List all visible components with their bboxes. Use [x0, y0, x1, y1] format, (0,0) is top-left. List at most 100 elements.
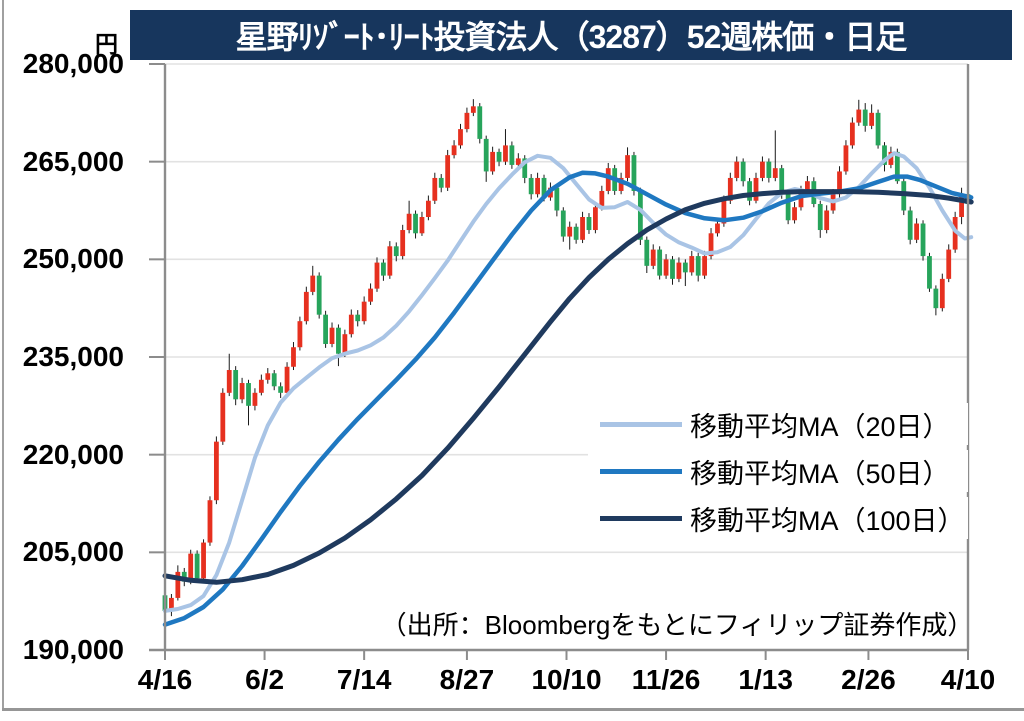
candle-body: [715, 223, 720, 234]
legend-item-ma100: 移動平均MA（100日）: [588, 497, 968, 539]
candle-body: [631, 155, 637, 191]
candle-body: [451, 145, 457, 156]
candle-body: [939, 278, 945, 309]
candle-body: [374, 262, 380, 289]
candle-body: [721, 200, 727, 224]
candle-body: [381, 262, 386, 276]
x-axis-label: 4/16: [137, 664, 193, 695]
candle-body: [727, 177, 733, 201]
chart-title-bar: 星野ﾘｿﾞｰﾄ･ﾘｰﾄ投資法人（3287）52週株価・日足: [130, 10, 1012, 60]
candle-body: [888, 151, 894, 165]
candle-body: [952, 217, 958, 250]
candle-body: [291, 347, 296, 367]
candle-body: [541, 177, 547, 198]
candle-body: [438, 177, 444, 188]
candle-body: [522, 158, 528, 178]
y-axis-label: 265,000: [22, 145, 124, 177]
candle-body: [882, 145, 887, 165]
candle-body: [805, 181, 810, 191]
candle-body: [560, 210, 566, 237]
ma50-line-swatch-icon: [600, 468, 682, 474]
candle-body: [849, 122, 855, 146]
candle-body: [657, 249, 663, 276]
candle-body: [785, 194, 791, 221]
ma100-line-swatch-icon: [600, 515, 682, 521]
candle-body: [798, 190, 804, 208]
source-note: （出所：Bloombergをもとにフィリップ証券作成）: [381, 598, 973, 648]
candle-body: [817, 203, 823, 231]
candle-body: [605, 168, 611, 191]
candle-body: [702, 256, 708, 276]
candle-body: [927, 256, 932, 289]
candle-body: [432, 177, 438, 201]
candle-body: [464, 112, 470, 130]
candle-body: [458, 129, 463, 146]
candle-body: [355, 314, 361, 322]
x-axis-label: 7/14: [336, 664, 392, 695]
candle-body: [400, 230, 406, 257]
candle-body: [425, 200, 431, 218]
candle-body: [843, 145, 849, 172]
candle-body: [637, 190, 643, 240]
candle-body: [201, 542, 206, 579]
candle-body: [914, 223, 920, 240]
candle-body: [348, 314, 354, 335]
candle-body: [837, 171, 842, 195]
candle-body: [342, 334, 348, 354]
figure-bottom-border: [2, 708, 1024, 711]
y-axis-label: 220,000: [22, 438, 124, 470]
candle-body: [271, 373, 277, 387]
candle-body: [528, 177, 534, 195]
legend-label-ma20: 移動平均MA（20日）: [690, 411, 950, 442]
candle-body: [207, 500, 213, 543]
candle-body: [554, 187, 560, 211]
legend: 移動平均MA（20日） 移動平均MA（50日） 移動平均MA（100日）: [588, 403, 968, 544]
candle-body: [175, 571, 181, 598]
candle-body: [708, 233, 714, 257]
candle-body: [413, 213, 418, 234]
candle-body: [503, 145, 508, 162]
candle-body: [766, 161, 772, 178]
candle-body: [323, 314, 328, 344]
candle-body: [695, 256, 701, 276]
figure-left-border: [2, 0, 4, 708]
candle-body: [959, 194, 964, 218]
y-axis-label: 250,000: [22, 243, 124, 275]
candle-body: [593, 207, 598, 231]
candle-body: [618, 177, 624, 191]
candle-body: [445, 155, 451, 188]
ma-line-100: [162, 189, 974, 585]
legend-label-ma100: 移動平均MA（100日）: [690, 505, 965, 536]
candle-body: [361, 301, 367, 322]
candle-body: [779, 168, 785, 195]
candle-body: [933, 288, 939, 309]
candle-body: [169, 597, 174, 611]
y-axis-label: 280,000: [22, 48, 124, 79]
candle-body: [772, 168, 778, 178]
candle-body: [233, 370, 239, 400]
candle-body: [368, 288, 373, 302]
candle-body: [406, 213, 412, 231]
candle-body: [265, 373, 271, 380]
candle-body: [946, 249, 952, 279]
candle-body: [278, 386, 284, 393]
y-axis-label: 235,000: [22, 341, 124, 372]
candle-body: [329, 327, 335, 344]
candle-body: [753, 177, 759, 201]
x-axis-label: 1/13: [738, 664, 793, 695]
candle-body: [297, 321, 303, 348]
candle-body: [567, 226, 573, 237]
x-axis-label: 10/10: [531, 664, 602, 695]
candle-body: [284, 366, 290, 393]
candle-body: [689, 256, 695, 273]
candle-body: [862, 109, 868, 126]
candle-body: [894, 151, 900, 182]
candle-body: [310, 275, 316, 292]
candle-body: [316, 275, 322, 315]
candle-body: [246, 383, 251, 406]
candle-body: [734, 161, 740, 178]
candle-body: [194, 553, 200, 579]
candle-body: [663, 259, 669, 276]
